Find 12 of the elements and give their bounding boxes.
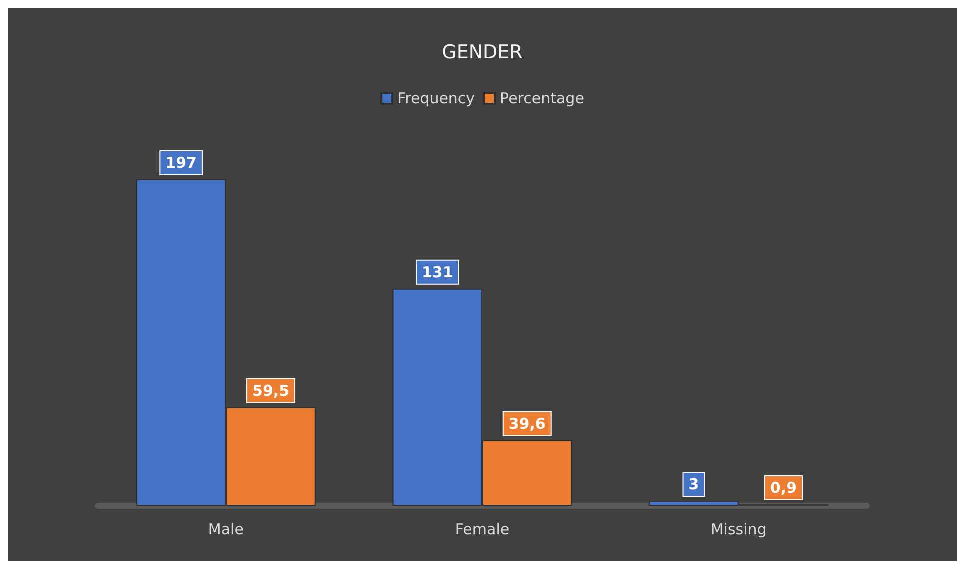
data-label: 131 bbox=[422, 263, 454, 282]
x-tick-label: Male bbox=[208, 520, 244, 538]
x-tick-label: Female bbox=[455, 520, 510, 538]
x-tick-label: Missing bbox=[710, 520, 767, 538]
legend-label: Frequency bbox=[398, 90, 476, 108]
legend-label: Percentage bbox=[500, 90, 584, 108]
data-label: 0,9 bbox=[770, 479, 797, 498]
data-label: 3 bbox=[688, 476, 700, 494]
chart-title: GENDER bbox=[442, 42, 523, 64]
data-label: 197 bbox=[166, 154, 197, 172]
data-label: 39,6 bbox=[508, 414, 546, 433]
data-label: 59,5 bbox=[252, 382, 290, 400]
